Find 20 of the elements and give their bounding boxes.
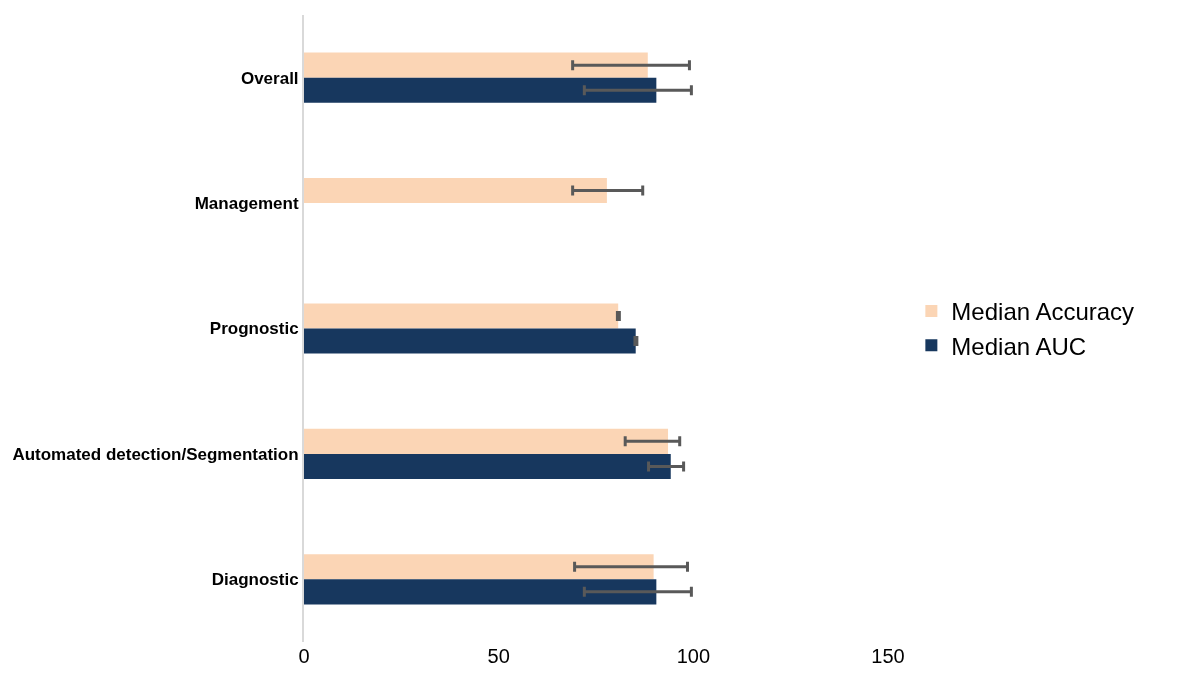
x-tick-label: 50 — [487, 645, 510, 667]
y-tick-label: Automated detection/Segmentation — [12, 444, 299, 464]
bar — [304, 303, 619, 329]
legend-label: Median AUC — [951, 332, 1087, 360]
bar — [304, 77, 657, 103]
y-tick-label: Overall — [240, 68, 299, 88]
x-tick-label: 100 — [676, 645, 711, 667]
y-tick-label: Prognostic — [209, 319, 299, 339]
y-tick-label: Management — [194, 194, 299, 214]
bar — [304, 178, 607, 204]
bar — [304, 579, 657, 605]
bar — [304, 52, 648, 78]
legend-label: Median Accuracy — [951, 298, 1135, 326]
y-tick-label: Diagnostic — [211, 570, 299, 590]
bar — [304, 428, 669, 454]
bar — [304, 554, 654, 580]
x-tick-label: 150 — [871, 645, 905, 667]
bar — [304, 453, 671, 479]
x-tick-label: 0 — [298, 645, 310, 667]
bar — [304, 328, 636, 354]
